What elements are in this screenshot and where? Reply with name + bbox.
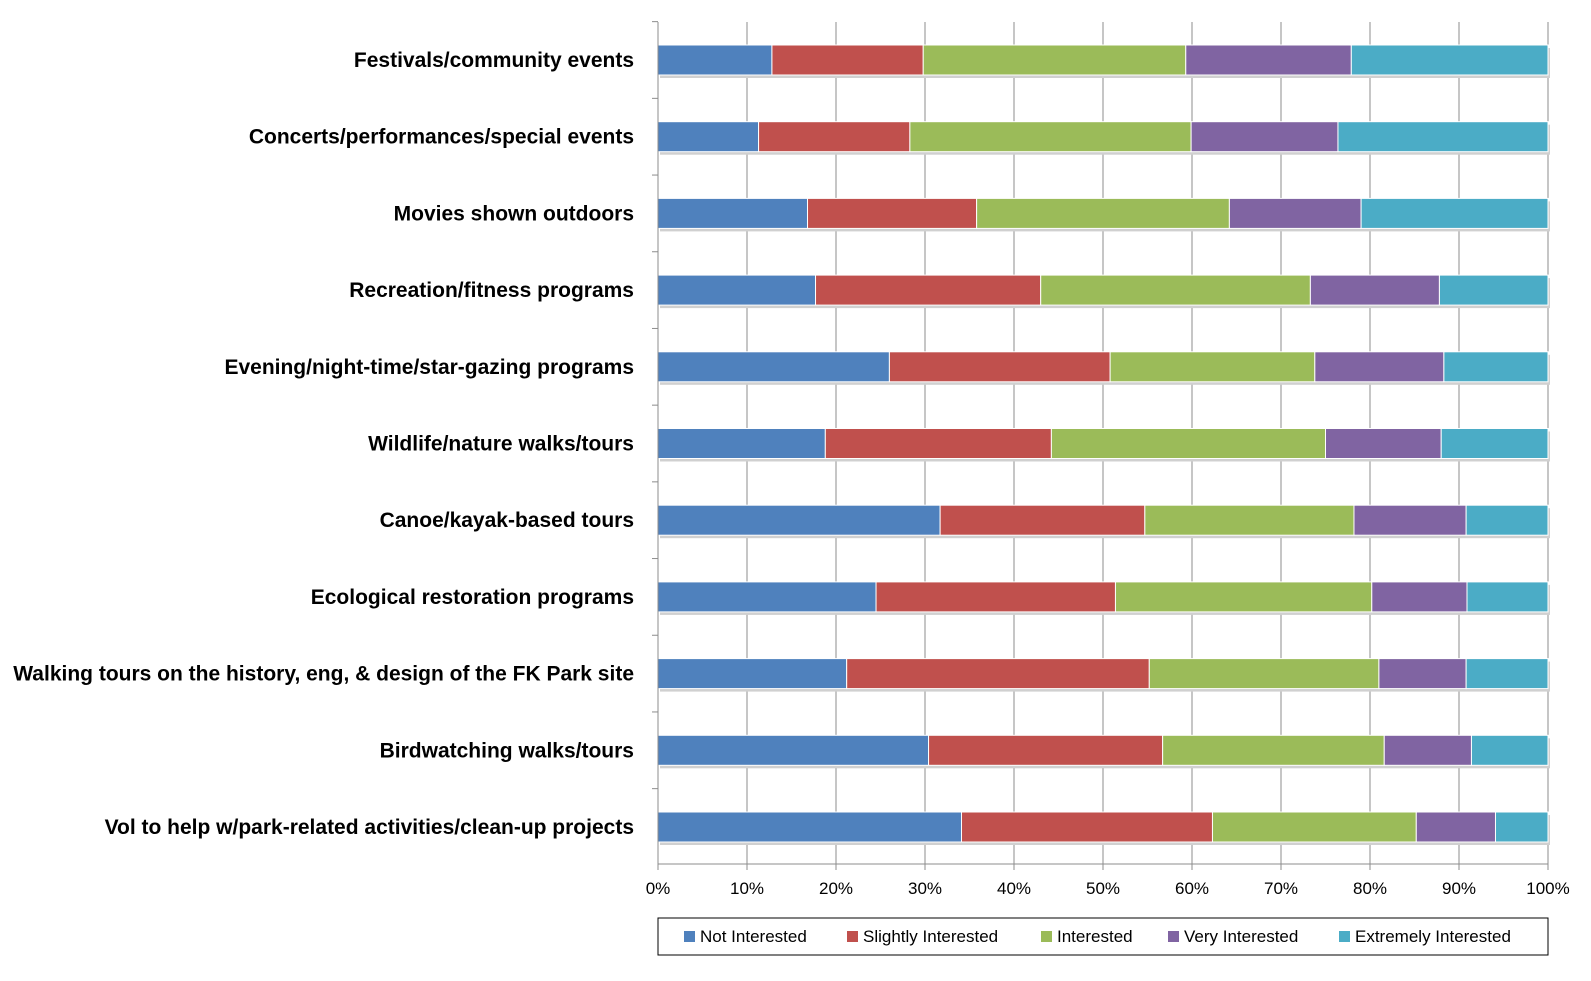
x-tick-label: 60% (1175, 879, 1209, 898)
category-label: Ecological restoration programs (311, 586, 634, 609)
bar-segment-not-interested (657, 121, 760, 153)
x-tick-label: 10% (730, 879, 764, 898)
x-tick-label: 100% (1526, 879, 1569, 898)
bar-segment-extremely-interested (1440, 428, 1549, 459)
legend-swatch-very-interested (1168, 931, 1179, 942)
bar-segment-not-interested (657, 581, 877, 613)
category-label: Evening/night-time/star-gazing programs (224, 356, 634, 379)
x-tick-label: 80% (1353, 879, 1387, 898)
bar-segment-slightly-interested (928, 734, 1164, 766)
bar-segment-very-interested (1185, 44, 1352, 76)
bar-segment-interested (1040, 274, 1311, 306)
bar-segment-not-interested (657, 274, 817, 306)
category-label: Festivals/community events (354, 49, 634, 72)
x-tick-label: 20% (819, 879, 853, 898)
bar-segment-very-interested (1314, 351, 1445, 383)
legend-label: Not Interested (700, 927, 807, 946)
legend-swatch-not-interested (684, 931, 695, 942)
category-label: Wildlife/nature walks/tours (368, 433, 634, 456)
bar-segment-not-interested (657, 658, 848, 690)
bar-segment-very-interested (1383, 734, 1472, 766)
bar-segment-very-interested (1353, 504, 1467, 536)
bar-segment-very-interested (1228, 197, 1362, 229)
legend-label: Interested (1057, 927, 1133, 946)
bar-segment-extremely-interested (1443, 351, 1549, 383)
category-label: Birdwatching walks/tours (380, 739, 634, 762)
x-tick-labels: 0% 10% 20% 30% 40% 50% 60% 70% 80% 90% 100% (646, 879, 1570, 898)
bar-segment-slightly-interested (875, 581, 1116, 613)
legend-label: Very Interested (1184, 927, 1298, 946)
bar-segment-interested (922, 44, 1187, 76)
legend-swatch-extremely-interested (1339, 931, 1350, 942)
bar-segment-extremely-interested (1360, 197, 1549, 229)
x-tick-label: 30% (908, 879, 942, 898)
legend: Not Interested Slightly Interested Interes… (657, 917, 1549, 956)
bar-segment-slightly-interested (960, 811, 1213, 843)
bar-segment-extremely-interested (1470, 734, 1549, 766)
x-tick-label: 0% (646, 879, 671, 898)
bar-segment-very-interested (1378, 658, 1467, 690)
x-tick-label: 90% (1442, 879, 1476, 898)
bar-segment-interested (1114, 581, 1373, 613)
bar-segment-slightly-interested (758, 121, 911, 153)
bar-segment-slightly-interested (771, 44, 924, 76)
legend-swatch-interested (1041, 931, 1052, 942)
bar-segment-interested (1050, 428, 1326, 459)
bar-segment-slightly-interested (807, 197, 978, 229)
legend-swatch-slightly-interested (847, 931, 858, 942)
bar-segment-not-interested (657, 734, 930, 766)
category-label: Canoe/kayak-based tours (380, 509, 634, 532)
bar-segment-interested (1148, 658, 1380, 690)
bar-segment-very-interested (1415, 811, 1496, 843)
bar-segment-very-interested (1190, 121, 1339, 153)
bar-segment-extremely-interested (1466, 581, 1549, 613)
category-label: Recreation/fitness programs (349, 279, 634, 302)
category-labels: Festivals/community events Concerts/perfo… (13, 49, 634, 839)
category-label: Movies shown outdoors (394, 202, 634, 225)
bar-segment-interested (909, 121, 1192, 153)
bar-segment-extremely-interested (1465, 658, 1549, 690)
x-tick-label: 50% (1086, 879, 1120, 898)
bar-segment-interested (1162, 734, 1385, 766)
bar-segment-not-interested (657, 44, 773, 76)
x-tick-label: 40% (997, 879, 1031, 898)
bar-segment-slightly-interested (939, 504, 1146, 536)
bar-segment-interested (976, 197, 1230, 229)
legend-label: Slightly Interested (863, 927, 998, 946)
bar-segment-not-interested (657, 811, 962, 843)
bar-segment-very-interested (1309, 274, 1440, 306)
bar-segment-slightly-interested (824, 428, 1052, 459)
bar-segment-not-interested (657, 197, 809, 229)
bar-segment-not-interested (657, 428, 826, 459)
bars-group (657, 44, 1550, 845)
legend-box (657, 917, 1549, 956)
bar-segment-not-interested (657, 504, 941, 536)
bar-segment-very-interested (1325, 428, 1442, 459)
bar-segment-interested (1211, 811, 1417, 843)
bar-segment-slightly-interested (846, 658, 1150, 690)
bar-segment-extremely-interested (1494, 811, 1549, 843)
bar-segment-extremely-interested (1465, 504, 1549, 536)
bar-segment-extremely-interested (1350, 44, 1549, 76)
bar-segment-extremely-interested (1438, 274, 1549, 306)
legend-label: Extremely Interested (1355, 927, 1511, 946)
bar-segment-extremely-interested (1337, 121, 1549, 153)
bar-segment-slightly-interested (815, 274, 1042, 306)
category-label: Concerts/performances/special events (249, 126, 634, 149)
bar-segment-slightly-interested (888, 351, 1111, 383)
x-tick-label: 70% (1264, 879, 1298, 898)
category-label: Vol to help w/park-related activities/cl… (105, 816, 634, 839)
bar-segment-not-interested (657, 351, 890, 383)
axes (652, 21, 1549, 870)
bar-segment-interested (1144, 504, 1355, 536)
bar-segment-interested (1109, 351, 1316, 383)
bar-segment-very-interested (1371, 581, 1468, 613)
category-label: Walking tours on the history, eng, & des… (13, 663, 634, 686)
